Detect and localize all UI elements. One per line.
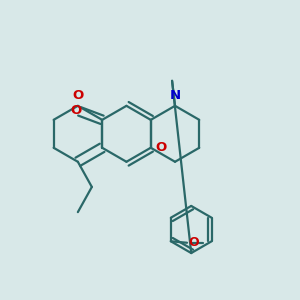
Text: O: O [188, 236, 199, 249]
Text: O: O [70, 104, 82, 117]
Text: O: O [72, 89, 83, 102]
Text: O: O [155, 141, 166, 154]
Text: N: N [169, 89, 181, 102]
